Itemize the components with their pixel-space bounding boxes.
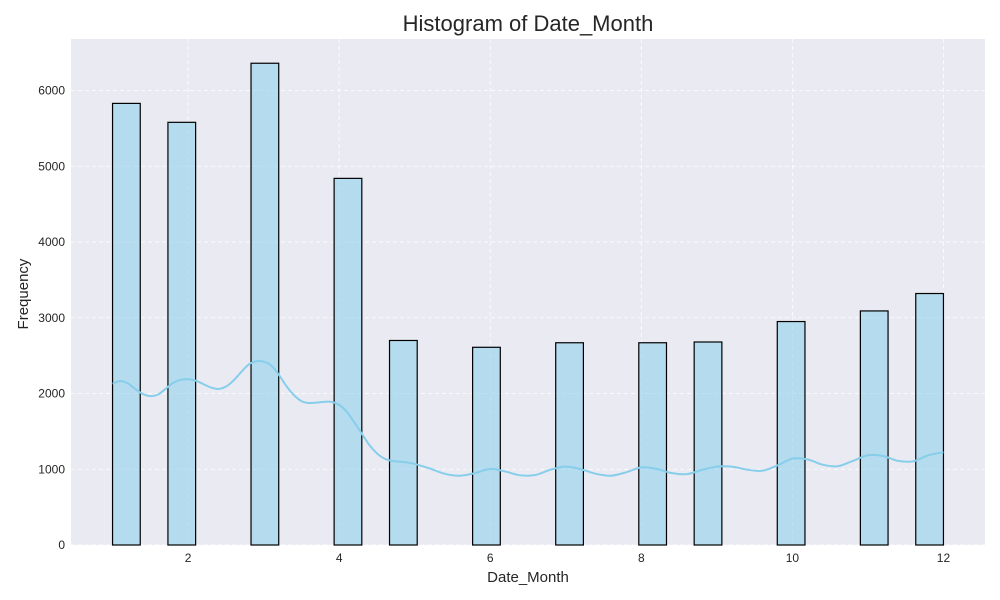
x-tick-label: 2 (185, 551, 192, 565)
y-tick-label: 5000 (38, 159, 65, 173)
x-tick-label: 4 (336, 551, 343, 565)
x-tick-label: 12 (937, 551, 951, 565)
y-axis-ticks: 0 1000 2000 3000 4000 5000 6000 (38, 84, 65, 552)
x-axis-ticks: 2 4 6 8 10 12 (185, 551, 951, 565)
x-tick-label: 10 (786, 551, 800, 565)
y-tick-label: 3000 (38, 311, 65, 325)
histogram-bar (638, 342, 668, 546)
histogram-bar (915, 292, 945, 546)
histogram-bars (111, 62, 945, 546)
x-tick-label: 6 (487, 551, 494, 565)
kde-curve (112, 360, 944, 477)
histogram-bar (111, 102, 141, 546)
x-axis-label: Date_Month (487, 569, 569, 586)
histogram-bar (472, 346, 501, 546)
chart-title: Histogram of Date_Month (403, 11, 654, 36)
y-tick-label: 6000 (38, 84, 65, 98)
x-tick-label: 8 (638, 551, 645, 565)
histogram-bar (250, 62, 280, 546)
y-tick-label: 1000 (38, 462, 65, 476)
histogram-bar (776, 320, 806, 546)
y-tick-label: 0 (58, 538, 65, 552)
plot-background (71, 39, 985, 545)
y-axis-label: Frequency (15, 258, 32, 329)
histogram-bar (333, 177, 363, 546)
histogram-bar (555, 342, 584, 546)
y-tick-label: 4000 (38, 235, 65, 249)
histogram-bar (388, 339, 418, 546)
y-tick-label: 2000 (38, 387, 65, 401)
histogram-bar (167, 121, 197, 546)
histogram-bar (859, 310, 889, 546)
histogram-bar (693, 341, 723, 546)
